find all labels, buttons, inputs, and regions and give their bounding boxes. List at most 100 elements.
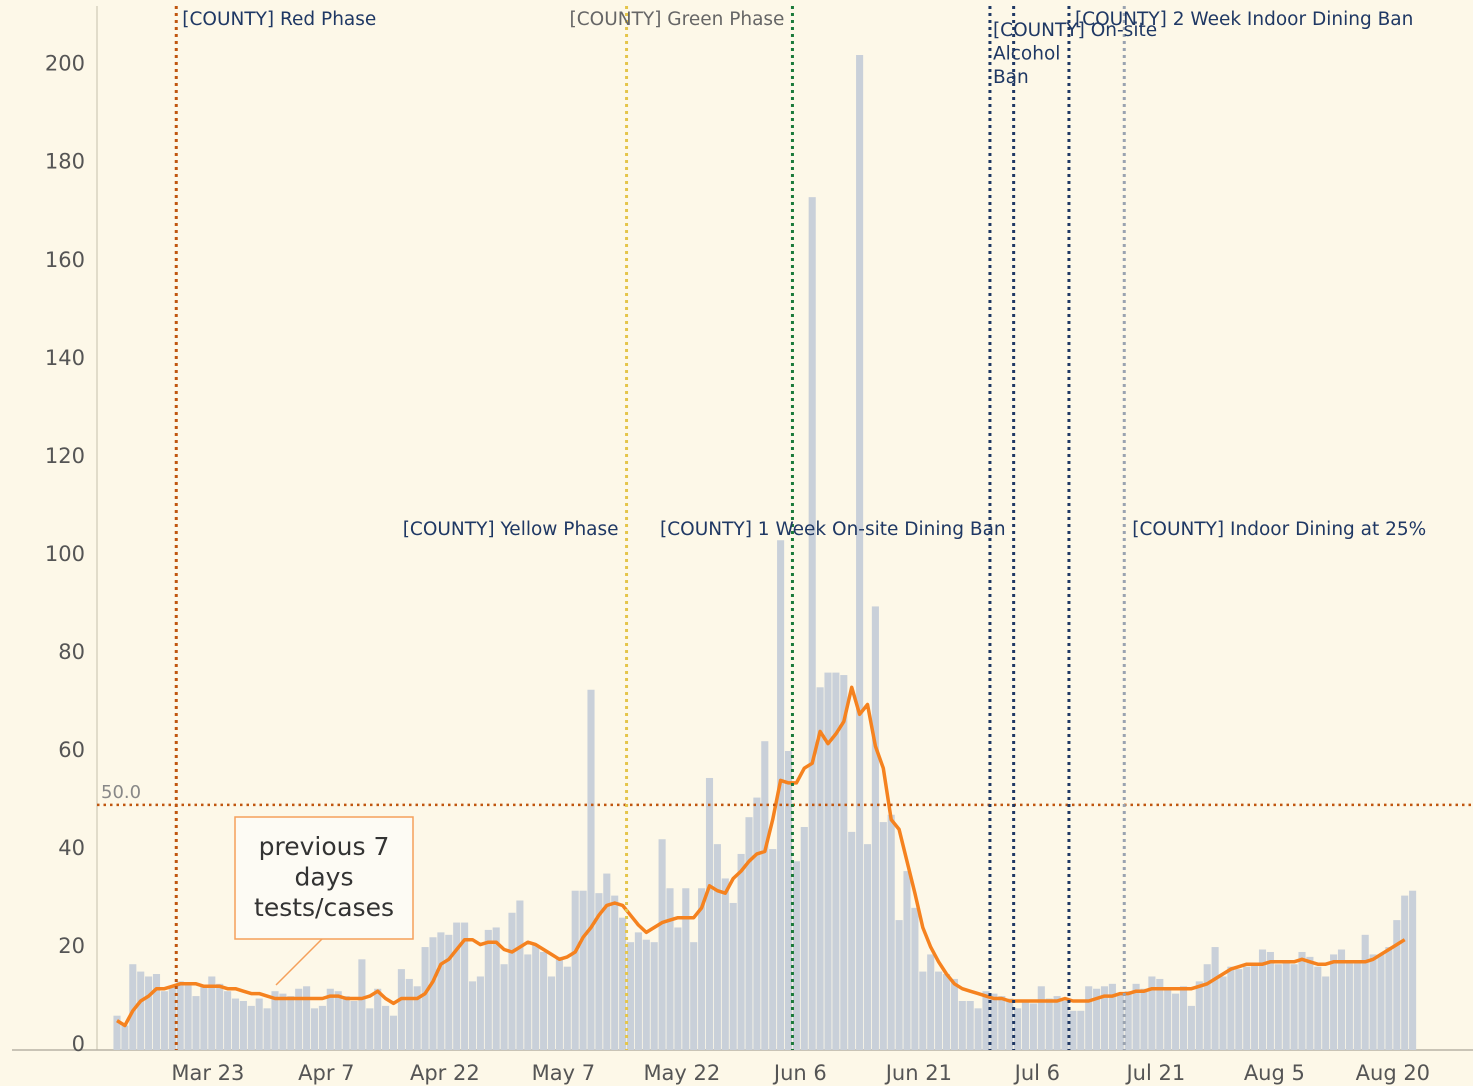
- event-label-line: Alcohol: [993, 44, 1060, 65]
- bar: [1093, 988, 1101, 1050]
- bar: [310, 1008, 319, 1050]
- y-tick-label: 0: [72, 1032, 85, 1056]
- x-tick-label: Jul 6: [1013, 1061, 1060, 1085]
- bar: [1330, 954, 1338, 1050]
- y-tick-label: 100: [45, 542, 85, 566]
- bar: [1393, 920, 1401, 1050]
- bar: [405, 978, 413, 1050]
- bar: [484, 929, 492, 1050]
- bar: [160, 991, 168, 1050]
- bar: [1085, 986, 1093, 1050]
- bar: [935, 971, 943, 1050]
- y-tick-label: 80: [58, 640, 85, 664]
- bar: [571, 890, 579, 1050]
- bar: [650, 942, 658, 1050]
- bar: [437, 932, 445, 1050]
- bar: [950, 978, 958, 1050]
- bar: [239, 1000, 247, 1050]
- bar: [547, 976, 556, 1050]
- bar: [1314, 966, 1322, 1050]
- bar: [1156, 978, 1164, 1050]
- bar: [1006, 998, 1014, 1050]
- bar: [848, 831, 856, 1050]
- bar: [255, 998, 263, 1050]
- bar: [895, 920, 903, 1050]
- bar: [737, 853, 745, 1050]
- bar: [784, 751, 793, 1050]
- bar: [745, 817, 753, 1050]
- bar: [113, 1015, 121, 1050]
- event-label: [COUNTY] 1 Week On-site Dining Ban: [660, 519, 1006, 540]
- bar: [555, 956, 563, 1050]
- bar: [856, 55, 864, 1050]
- bar: [1409, 890, 1417, 1050]
- callout-text: previous 7: [259, 832, 390, 861]
- bar: [524, 954, 532, 1050]
- bar: [1179, 986, 1188, 1050]
- bar: [816, 687, 824, 1050]
- bar: [1251, 964, 1259, 1050]
- bar: [468, 981, 477, 1050]
- bar: [1116, 993, 1124, 1050]
- bar: [871, 606, 879, 1050]
- bar: [1235, 969, 1243, 1050]
- marks: [113, 55, 1417, 1051]
- bar: [382, 1005, 390, 1050]
- event-label-line: Ban: [993, 67, 1029, 88]
- bar: [958, 1000, 966, 1050]
- bar: [216, 983, 224, 1050]
- event-label: [COUNTY] 2 Week Indoor Dining Ban: [1075, 9, 1413, 30]
- bar: [1053, 996, 1061, 1050]
- bar: [1021, 1000, 1030, 1050]
- x-tick-label: May 22: [643, 1061, 720, 1085]
- bar: [1211, 947, 1219, 1050]
- event-label: [COUNTY] Indoor Dining at 25%: [1132, 519, 1426, 540]
- y-tick-label: 40: [58, 836, 85, 860]
- bar: [540, 951, 548, 1050]
- y-tick-label: 120: [45, 444, 85, 468]
- bar: [1195, 981, 1203, 1050]
- bar: [761, 741, 769, 1050]
- bar: [287, 996, 295, 1050]
- y-tick-label: 160: [45, 248, 85, 272]
- bar: [152, 974, 161, 1050]
- bar: [421, 947, 429, 1050]
- bar: [777, 540, 785, 1050]
- bar: [587, 689, 595, 1050]
- bar: [145, 976, 153, 1050]
- bar: [342, 996, 350, 1050]
- bar: [674, 927, 682, 1050]
- bar: [1069, 1010, 1077, 1050]
- bar: [208, 976, 216, 1050]
- bar: [863, 844, 872, 1050]
- bar: [1337, 949, 1346, 1050]
- bar: [389, 1015, 398, 1050]
- bar: [453, 922, 461, 1050]
- bar: [247, 1005, 255, 1050]
- x-tick-label: Jun 21: [884, 1061, 952, 1085]
- bar: [224, 991, 232, 1050]
- bar: [1274, 964, 1282, 1050]
- bar: [492, 927, 500, 1050]
- bar: [800, 826, 808, 1050]
- x-tick-label: Apr 7: [298, 1061, 354, 1085]
- bar: [603, 873, 611, 1050]
- bar: [1061, 1000, 1069, 1050]
- labels: 0 20 40 60 80 100 120 140 160 180 200 Mar 23 Apr 7 Ap…: [45, 9, 1430, 1085]
- bar: [1377, 954, 1385, 1050]
- bar: [642, 939, 650, 1050]
- bar: [1132, 983, 1140, 1050]
- bar: [1361, 934, 1369, 1050]
- y-tick-label: 20: [58, 934, 85, 958]
- bar: [942, 974, 951, 1050]
- bar: [887, 814, 895, 1050]
- bar: [1014, 1008, 1022, 1050]
- bar: [231, 998, 240, 1050]
- bar: [271, 991, 279, 1050]
- bar: [634, 932, 642, 1050]
- bar: [690, 942, 698, 1050]
- bar: [705, 777, 714, 1050]
- bar: [1322, 976, 1330, 1050]
- bar: [1203, 964, 1211, 1050]
